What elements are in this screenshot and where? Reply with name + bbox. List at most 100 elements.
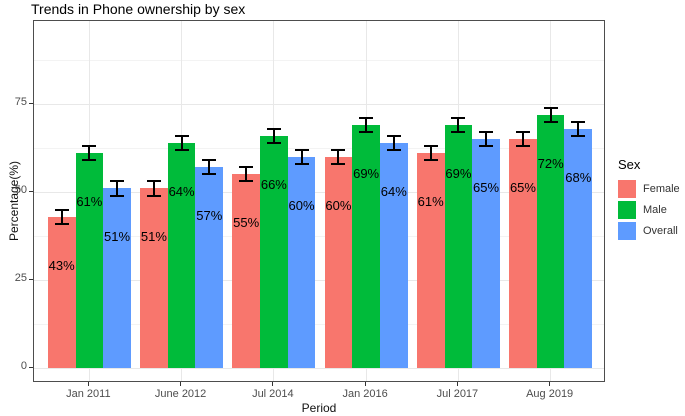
errorbar-cap-top-female-jul-2017	[423, 145, 438, 148]
gridline-minor-y-62.5	[34, 147, 604, 149]
bar-male-june-2012	[167, 142, 196, 368]
bar-value-label-overall-jan-2011: 51%	[104, 229, 131, 245]
x-tick-label-aug-2019: Aug 2019	[526, 388, 574, 400]
errorbar-cap-bottom-male-aug-2019	[543, 120, 558, 123]
errorbar-cap-bottom-overall-aug-2019	[571, 134, 586, 137]
gridline-major-y-50	[34, 191, 604, 193]
y-tickmark-50	[29, 190, 33, 192]
errorbar-line-male-jan-2011	[88, 146, 91, 161]
x-tickmark-jan-2011	[87, 382, 89, 386]
x-tickmark-aug-2019	[549, 382, 551, 386]
errorbar-cap-top-female-jul-2014	[239, 166, 254, 169]
gridline-major-y-0	[34, 367, 604, 369]
errorbar-cap-bottom-male-jul-2014	[266, 141, 281, 144]
errorbar-cap-bottom-overall-jan-2011	[110, 194, 125, 197]
legend-label-female: Female	[643, 183, 680, 195]
errorbar-cap-top-female-june-2012	[146, 180, 161, 183]
errorbar-line-female-june-2012	[152, 181, 155, 196]
errorbar-cap-top-female-aug-2019	[515, 131, 530, 134]
bar-female-aug-2019	[509, 139, 537, 368]
y-tickmark-75	[29, 102, 33, 104]
bar-value-label-female-aug-2019: 65%	[509, 180, 536, 196]
bar-overall-jul-2017	[472, 139, 500, 368]
errorbar-cap-bottom-overall-jul-2014	[294, 162, 309, 165]
bar-value-label-female-jan-2016: 60%	[325, 197, 352, 213]
errorbar-cap-top-male-aug-2019	[543, 106, 558, 109]
y-tick-label-50: 50	[14, 184, 27, 196]
gridline-major-y-25	[34, 279, 604, 281]
bar-male-jan-2016	[352, 125, 380, 368]
bar-value-label-male-aug-2019: 72%	[537, 155, 564, 171]
x-tick-label-jan-2016: Jan 2016	[342, 388, 388, 400]
errorbar-cap-top-male-jan-2016	[359, 117, 374, 120]
errorbar-line-female-jan-2016	[337, 149, 340, 164]
y-tick-label-75: 75	[14, 96, 27, 108]
errorbar-cap-bottom-female-june-2012	[146, 194, 161, 197]
plot-panel: 43% 61% 51% 51% 64% 57% 55% 66% 60% 60% 69% 64% 61% 6…	[33, 20, 605, 382]
bar-overall-jan-2011	[103, 188, 131, 368]
errorbar-line-female-jan-2011	[60, 209, 63, 224]
bar-value-label-male-jul-2014: 66%	[260, 176, 287, 192]
bar-value-label-female-jan-2011: 43%	[48, 257, 75, 273]
x-tickmark-jul-2017	[456, 382, 458, 386]
errorbar-line-female-jul-2017	[429, 146, 432, 161]
legend: Sex Female Male Overall	[618, 157, 685, 243]
errorbar-cap-bottom-overall-june-2012	[202, 173, 217, 176]
bar-value-label-overall-jul-2014: 60%	[288, 197, 315, 213]
bar-female-jul-2014	[232, 174, 261, 368]
bar-female-jan-2011	[47, 216, 76, 368]
legend-rows: Female Male Overall	[618, 180, 685, 240]
bar-value-label-overall-june-2012: 57%	[196, 208, 223, 224]
bar-overall-jan-2016	[379, 142, 408, 368]
bar-overall-aug-2019	[564, 128, 593, 368]
legend-item-male: Male	[618, 201, 685, 219]
bar-value-label-male-jan-2016: 69%	[353, 166, 380, 182]
errorbar-cap-top-female-jan-2011	[54, 208, 69, 211]
x-tickmark-jul-2014	[272, 382, 274, 386]
legend-label-overall: Overall	[643, 225, 678, 237]
legend-label-male: Male	[643, 204, 667, 216]
bar-value-label-male-june-2012: 64%	[168, 183, 195, 199]
x-tickmark-june-2012	[180, 382, 182, 386]
bar-female-june-2012	[140, 188, 168, 368]
legend-title: Sex	[618, 157, 641, 172]
errorbar-line-male-june-2012	[180, 135, 183, 150]
errorbar-cap-top-overall-aug-2019	[571, 120, 586, 123]
errorbar-line-overall-aug-2019	[577, 121, 580, 136]
legend-key-male	[618, 201, 636, 219]
errorbar-cap-top-overall-jul-2017	[479, 131, 494, 134]
errorbar-cap-top-male-june-2012	[174, 134, 189, 137]
errorbar-cap-bottom-female-aug-2019	[515, 145, 530, 148]
chart-title: Trends in Phone ownership by sex	[31, 1, 246, 17]
legend-key-overall	[618, 222, 636, 240]
bar-male-aug-2019	[536, 114, 565, 368]
errorbar-cap-bottom-female-jan-2016	[331, 162, 346, 165]
errorbar-line-female-jul-2014	[245, 167, 248, 182]
bar-value-label-overall-jan-2016: 64%	[380, 183, 407, 199]
errorbar-line-overall-jan-2016	[392, 135, 395, 150]
bar-value-label-male-jan-2011: 61%	[76, 194, 103, 210]
y-tickmark-25	[29, 278, 33, 280]
gridline-minor-y-37.5	[34, 235, 604, 237]
errorbar-line-male-jul-2017	[457, 118, 460, 133]
x-tick-label-jan-2011: Jan 2011	[66, 388, 111, 400]
x-tickmark-jan-2016	[364, 382, 366, 386]
legend-item-female: Female	[618, 180, 685, 198]
errorbar-line-overall-jan-2011	[116, 181, 119, 196]
errorbar-cap-top-male-jul-2014	[266, 127, 281, 130]
x-tick-label-june-2012: June 2012	[154, 388, 207, 400]
errorbar-cap-top-overall-jul-2014	[294, 148, 309, 151]
errorbar-cap-bottom-male-jan-2011	[82, 159, 97, 162]
bar-male-jul-2017	[444, 125, 473, 368]
errorbar-cap-bottom-male-jul-2017	[451, 131, 466, 134]
y-tick-label-25: 25	[14, 272, 27, 284]
errorbar-cap-top-overall-jan-2011	[110, 180, 125, 183]
errorbar-line-overall-jul-2017	[485, 132, 488, 147]
bar-value-label-male-jul-2017: 69%	[445, 166, 472, 182]
errorbar-cap-bottom-overall-jan-2016	[386, 148, 401, 151]
y-tick-label-0: 0	[20, 360, 27, 372]
x-axis-title: Period	[301, 401, 337, 415]
bar-overall-jul-2014	[287, 156, 316, 368]
bar-male-jul-2014	[260, 135, 288, 368]
